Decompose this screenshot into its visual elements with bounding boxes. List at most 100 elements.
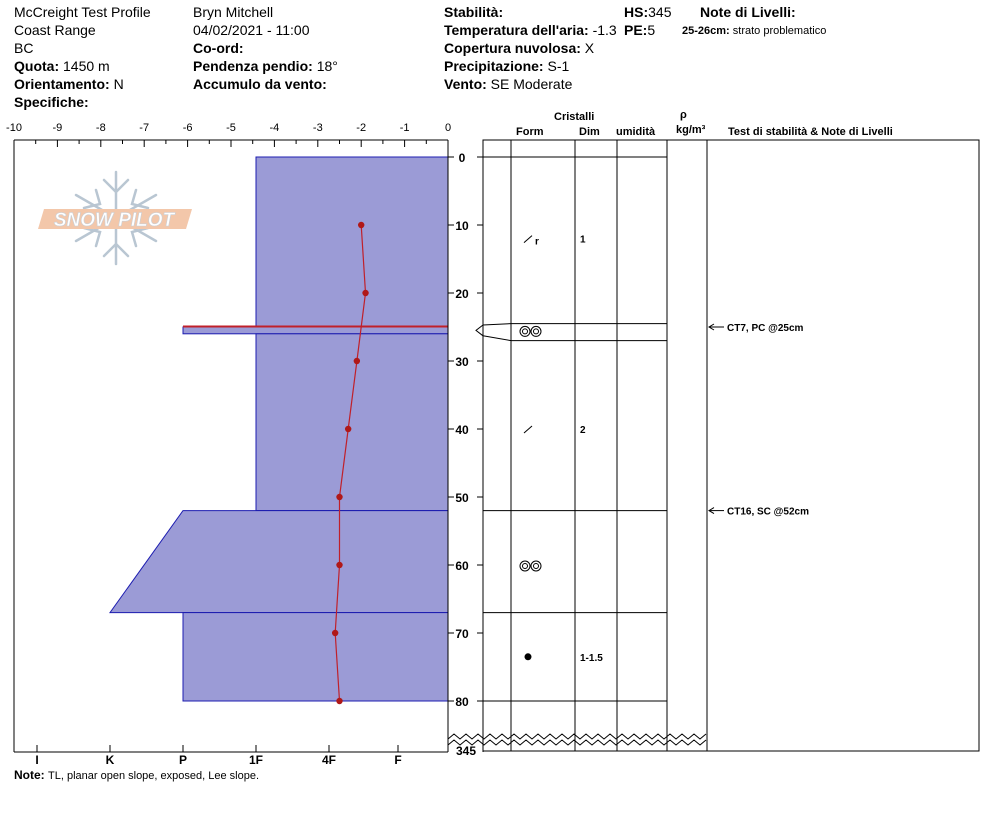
profile-name: McCreight Test Profile xyxy=(14,4,151,20)
stability-test-0: CT7, PC @25cm xyxy=(708,323,804,334)
temperature-tick-label-5: -5 xyxy=(226,122,236,134)
accumulo-label: Accumulo da vento: xyxy=(193,76,327,92)
copertura-label: Copertura nuvolosa: xyxy=(444,40,581,56)
col-density-unit: kg/m³ xyxy=(676,124,706,136)
hs-value: 345 xyxy=(648,4,672,20)
col-umidita: umidità xyxy=(616,126,656,138)
surface-hoar-icon xyxy=(530,560,542,572)
temperature-line xyxy=(334,224,367,702)
temperature-tick-label-4: -6 xyxy=(183,122,193,134)
break-zigzag-top xyxy=(447,733,707,740)
decomposing-icon xyxy=(523,425,533,434)
note-livelli-range: 25-26cm: xyxy=(682,25,730,37)
temperature-tick-label-8: -2 xyxy=(356,122,366,134)
vento-value: SE Moderate xyxy=(490,76,573,92)
depth-tick-label-1: 10 xyxy=(455,219,469,233)
observer-name: Bryn Mitchell xyxy=(193,4,274,20)
note-livelli-title: Note di Livelli: xyxy=(700,4,796,20)
pendenza-label: Pendenza pendio: xyxy=(193,58,313,74)
depth-break-label: 345 xyxy=(456,744,476,758)
temperature-axis: -10 -9 -8 -7 -6 -5 -4 -3 -2 -1 0 xyxy=(6,122,451,147)
col-rho: ρ xyxy=(680,109,687,121)
range-name: Coast Range xyxy=(14,22,96,38)
crystal-size: 1 xyxy=(580,235,586,246)
depth-tick-label-0: 0 xyxy=(459,151,466,165)
crystal-table xyxy=(482,139,980,752)
pe-value: 5 xyxy=(647,22,656,38)
break-zigzag-bottom xyxy=(447,739,707,746)
temperatura-label: Temperatura dell'aria: xyxy=(444,22,589,38)
orientamento-label: Orientamento: xyxy=(14,76,110,92)
crystal-row-2: 2 xyxy=(523,425,586,436)
col-form: Form xyxy=(516,126,544,138)
hardness-tick-label-5: F xyxy=(394,753,401,767)
problem-layer-bottom-line xyxy=(482,335,667,342)
temperatura-value: -1.3 xyxy=(592,22,617,38)
col-tests: Test di stabilità & Note di Livelli xyxy=(728,126,893,138)
crystal-symbols: r 121-1.5 xyxy=(519,235,603,664)
layer-boundaries xyxy=(475,156,667,702)
depth-tick-label-3: 30 xyxy=(455,355,469,369)
temperature-tick-label-3: -7 xyxy=(139,122,149,134)
depth-axis-notch xyxy=(475,324,484,337)
layer-52-67 xyxy=(109,510,449,614)
orientamento-value: N xyxy=(113,76,124,92)
crystal-row-4: 1-1.5 xyxy=(524,653,603,664)
decomposing-icon xyxy=(523,235,533,243)
footer-note-label: Note: xyxy=(14,768,45,782)
melt-forms-icon xyxy=(524,653,532,661)
quota-field: Quota: 1450 m xyxy=(14,58,110,75)
quota-value: 1450 m xyxy=(63,58,110,74)
temperature-tick-label-9: -1 xyxy=(400,122,410,134)
depth-tick-label-6: 60 xyxy=(455,559,469,573)
specifiche-label: Specifiche: xyxy=(14,94,89,110)
precipitazione-label: Precipitazione: xyxy=(444,58,544,74)
crystal-form-sub: r xyxy=(535,237,539,248)
layer-67-80 xyxy=(182,612,449,702)
orientamento-field: Orientamento: N xyxy=(14,76,124,93)
temperature-tick-label-0: -10 xyxy=(6,122,22,134)
pe-field: PE:5 xyxy=(624,22,655,39)
copertura-value: X xyxy=(584,40,595,56)
hardness-tick-label-4: 4F xyxy=(322,753,336,767)
stability-test-1: CT16, SC @52cm xyxy=(708,507,809,518)
arrow-head-icon xyxy=(708,323,715,331)
temperature-tick-label-10: 0 xyxy=(445,122,451,134)
temperature-tick-label-7: -3 xyxy=(313,122,323,134)
layer-25-26 xyxy=(182,326,449,335)
col-dim: Dim xyxy=(579,126,600,138)
surface-hoar-icon xyxy=(533,328,539,335)
depth-tick-label-4: 40 xyxy=(455,423,469,437)
crystal-row-1 xyxy=(519,325,542,337)
stability-test-label: CT16, SC @52cm xyxy=(727,507,809,518)
snowpilot-logo-text: SNOW PILOT xyxy=(54,210,176,231)
snowpilot-logo: SNOW PILOT xyxy=(38,170,192,266)
hardness-tick-label-1: K xyxy=(106,753,115,767)
surface-hoar-icon xyxy=(519,560,531,572)
region-name: BC xyxy=(14,40,34,56)
quota-label: Quota: xyxy=(14,58,60,74)
crystal-size: 1-1.5 xyxy=(580,653,603,664)
depth-tick-label-5: 50 xyxy=(455,491,469,505)
hs-label: HS: xyxy=(624,4,649,20)
note-livelli-text: strato problematico xyxy=(732,25,827,37)
hardness-axis: I K P 1F 4F F xyxy=(35,745,402,767)
stability-test-label: CT7, PC @25cm xyxy=(727,323,804,334)
layer-0-25 xyxy=(255,156,449,328)
temperature-point-5 xyxy=(336,561,343,569)
note-livelli-entry: 25-26cm: strato problematico xyxy=(682,25,826,38)
temperature-point-0 xyxy=(358,221,365,229)
stability-tests: CT7, PC @25cm CT16, SC @52cm xyxy=(708,323,809,518)
temperature-tick-label-6: -4 xyxy=(270,122,280,134)
hardness-layers xyxy=(109,156,449,702)
temperature-tick-label-1: -9 xyxy=(53,122,63,134)
depth-tick-label-8: 80 xyxy=(455,695,469,709)
hardness-tick-label-0: I xyxy=(35,753,38,767)
hs-field: HS:345 xyxy=(624,4,671,21)
hardness-tick-label-3: 1F xyxy=(249,753,263,767)
observation-datetime: 04/02/2021 - 11:00 xyxy=(193,22,310,38)
footer-note: Note: TL, planar open slope, exposed, Le… xyxy=(14,767,259,785)
surface-hoar-icon xyxy=(530,325,542,337)
